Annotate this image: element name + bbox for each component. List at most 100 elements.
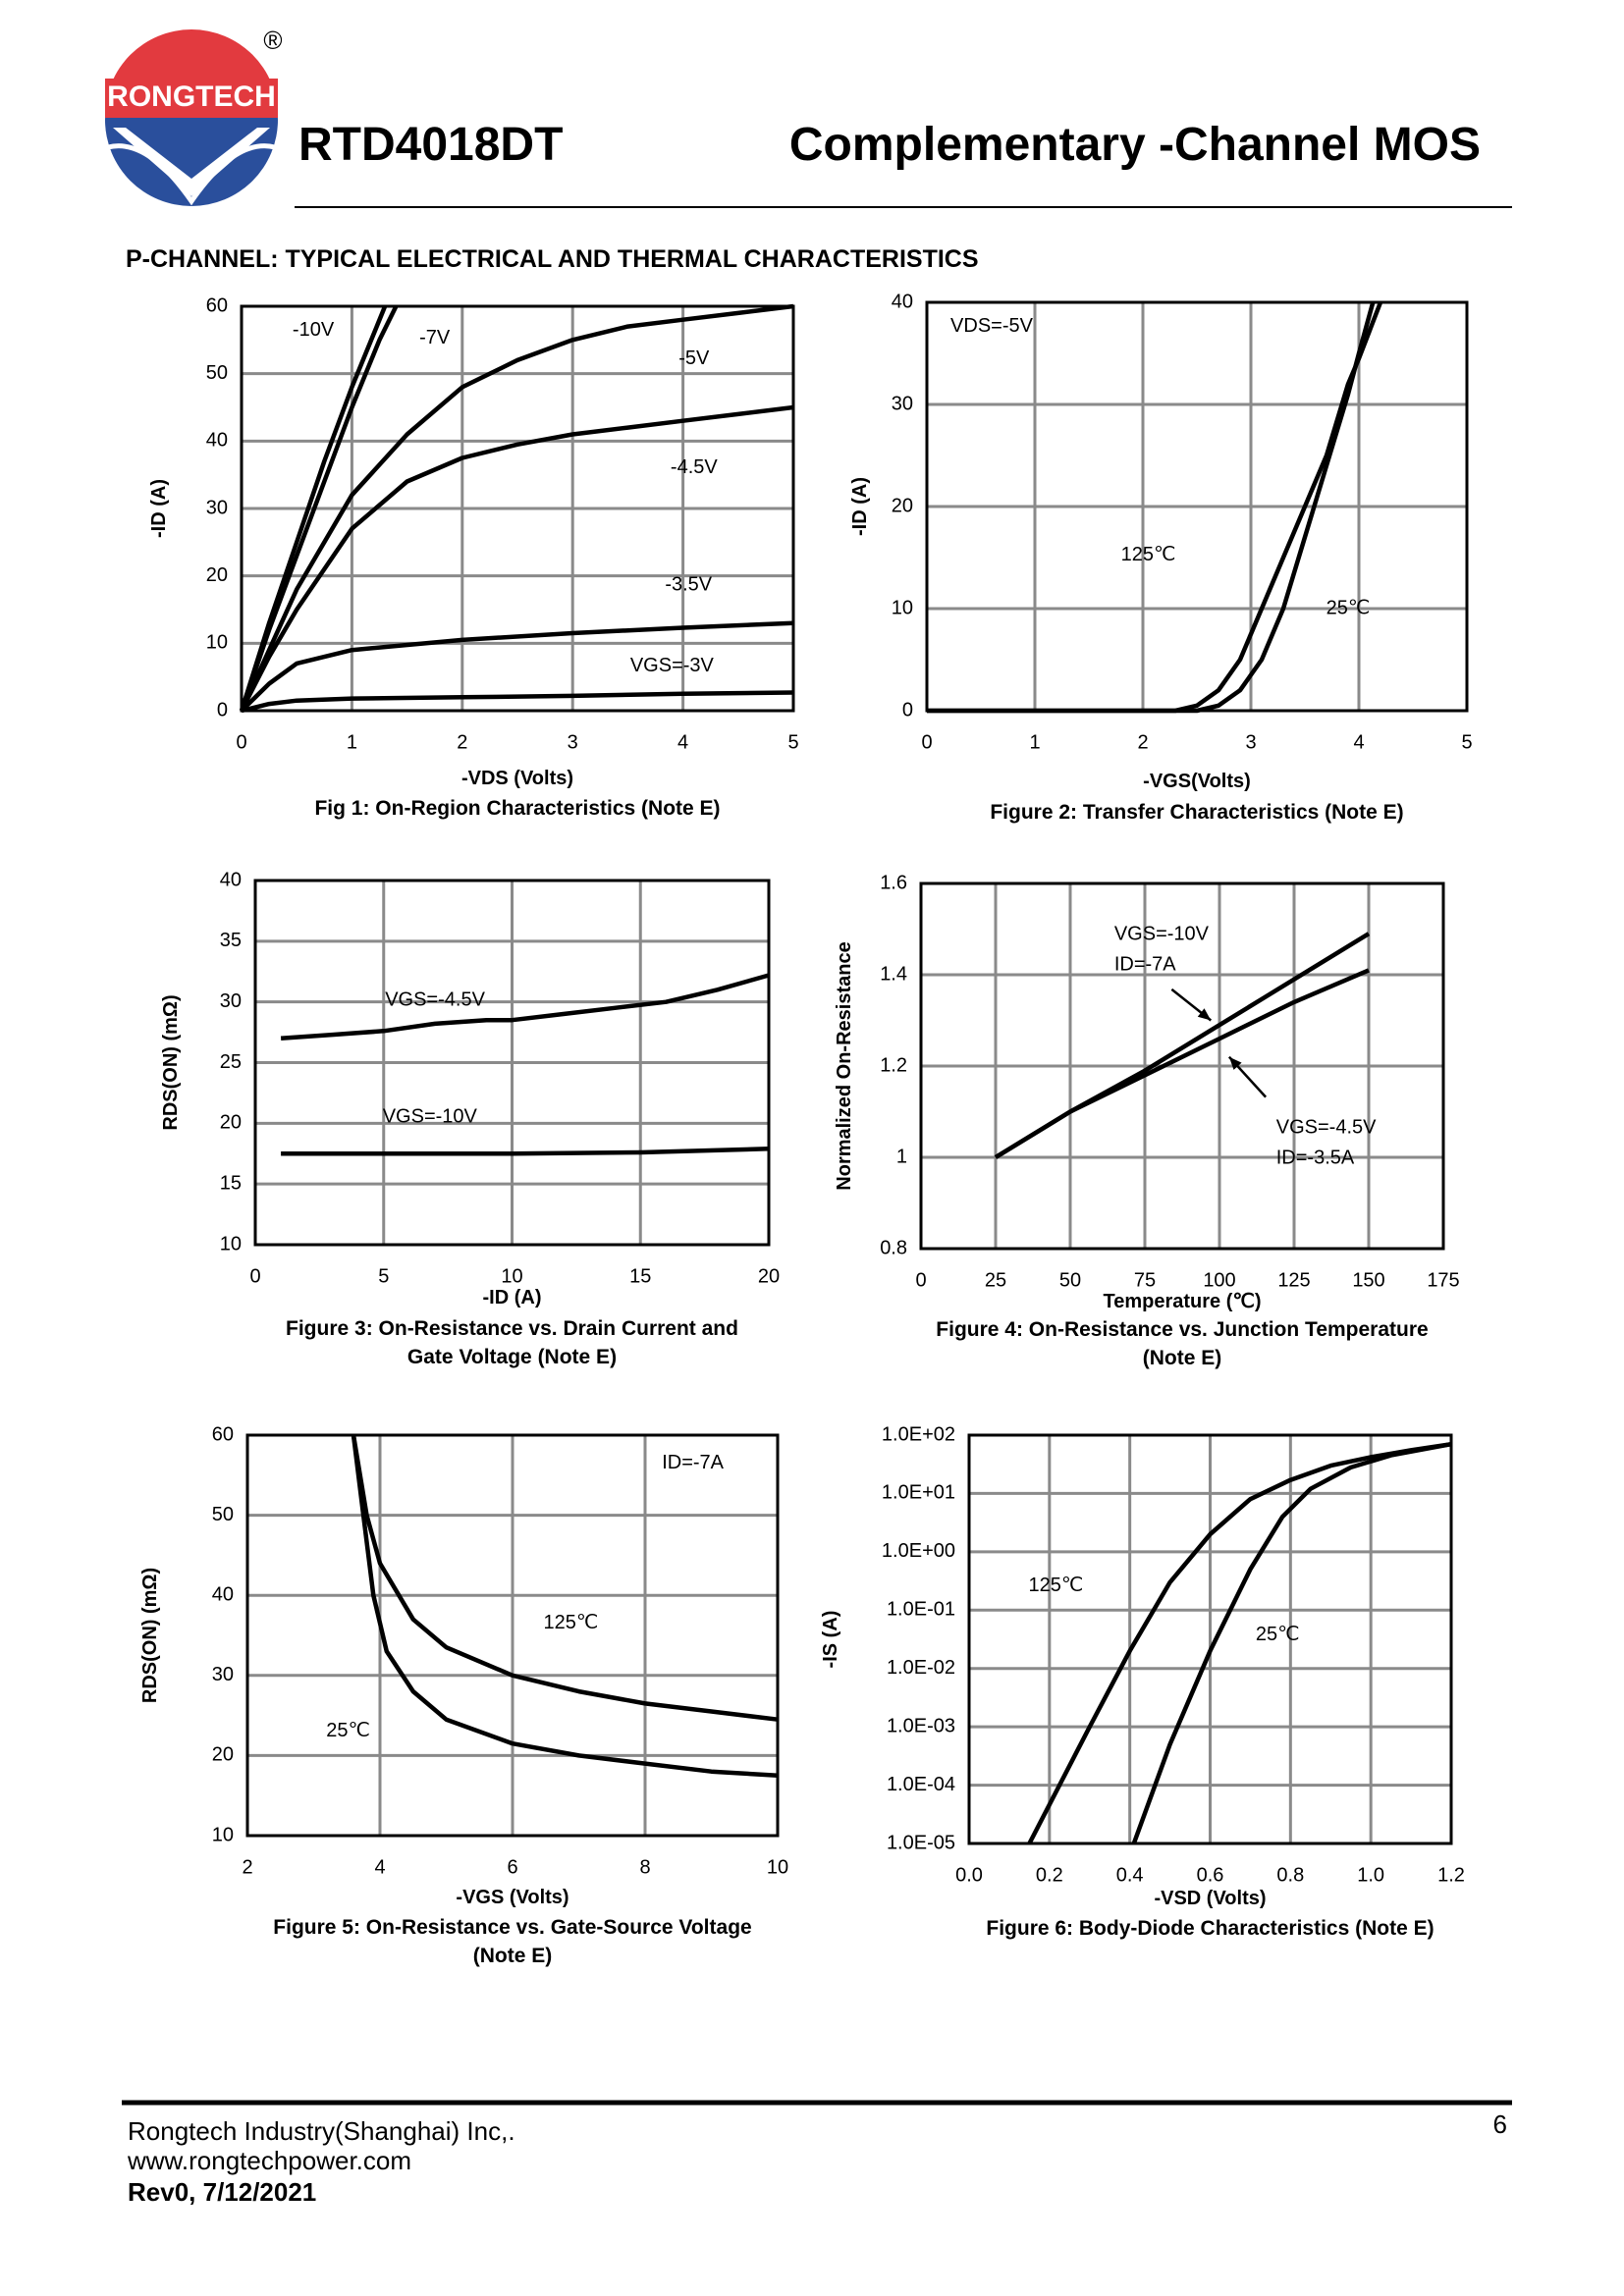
y-tick-label: 1.0E+01 [882,1482,955,1504]
x-tick-label: 0.2 [1036,1864,1063,1886]
y-axis-label: RDS(ON) (mΩ) [160,994,182,1130]
x-axis-label: -VDS (Volts) [461,768,573,789]
logo: RONGTECH ® [105,26,283,206]
x-tick-label: 4 [1353,731,1364,753]
x-tick-label: 2 [457,731,467,753]
x-tick-label: 5 [1461,731,1472,753]
x-tick-label: 0.4 [1116,1864,1144,1886]
arrow-head [1197,1008,1212,1021]
y-tick-label: 30 [892,393,913,414]
x-tick-label: 25 [985,1269,1006,1291]
curve [239,305,399,712]
y-tick-label: 1.0E-01 [887,1599,955,1621]
x-tick-label: 100 [1203,1269,1235,1291]
y-tick-label: 15 [220,1172,242,1194]
y-tick-label: 50 [212,1504,234,1525]
doc-title: Complementary -Channel MOS [789,119,1481,171]
curve [994,968,1370,1159]
curve [927,301,1376,714]
x-tick-label: 1.2 [1437,1864,1465,1886]
section-title: P-CHANNEL: TYPICAL ELECTRICAL AND THERMA… [126,245,979,273]
curve-label: 25℃ [326,1720,370,1741]
y-axis-label: Normalized On-Resistance [834,941,855,1190]
y-tick-label: 20 [212,1744,234,1766]
curve-label: VGS=-10V [383,1105,478,1127]
y-tick-label: 1.2 [880,1054,907,1076]
figure-caption: (Note E) [1143,1347,1222,1369]
y-tick-label: 25 [220,1051,242,1073]
y-tick-label: 1.0E+02 [882,1423,955,1445]
y-tick-label: 10 [220,1233,242,1255]
x-tick-label: 1 [347,731,357,753]
website: www.rongtechpower.com [127,2146,411,2175]
annotation: VDS=-5V [950,315,1034,337]
plot-frame [967,1433,1453,1845]
figure-caption: (Note E) [473,1945,553,1967]
x-tick-label: 150 [1352,1269,1384,1291]
y-tick-label: 0.8 [880,1237,907,1258]
y-tick-label: 40 [892,291,913,312]
curve-condition: ID=-7A [1114,953,1176,975]
curve-label: VGS=-10V [1114,923,1210,944]
curve-label: -3.5V [665,574,712,596]
y-tick-label: 50 [206,362,228,384]
y-tick-label: 35 [220,930,242,951]
curve [240,620,794,713]
curve-label: VGS=-4.5V [1276,1117,1377,1139]
y-tick-label: 1.0E-04 [887,1774,955,1795]
y-tick-label: 20 [892,495,913,516]
x-tick-label: 0.8 [1276,1864,1304,1886]
y-tick-label: 10 [212,1824,234,1845]
y-tick-label: 1.6 [880,872,907,893]
curve-label: 125℃ [543,1612,598,1633]
x-axis-label: -ID (A) [483,1287,542,1308]
curve-label: 125℃ [1028,1575,1083,1596]
curve-label: -5V [678,347,710,369]
part-number: RTD4018DT [298,119,563,171]
y-tick-label: 30 [212,1664,234,1685]
figure-caption: Figure 3: On-Resistance vs. Drain Curren… [286,1317,738,1340]
x-tick-label: 175 [1427,1269,1459,1291]
figure-caption: Figure 6: Body-Diode Characteristics (No… [986,1917,1434,1940]
curve [1027,1441,1452,1845]
y-tick-label: 20 [220,1112,242,1134]
x-tick-label: 2 [242,1856,252,1878]
curve-label: 25℃ [1326,597,1371,618]
y-tick-label: 1.0E-02 [887,1657,955,1679]
figure-caption: Figure 4: On-Resistance vs. Junction Tem… [936,1318,1428,1341]
x-tick-label: 0 [236,731,246,753]
curve-label: VGS=-3V [630,655,715,676]
x-tick-label: 125 [1277,1269,1310,1291]
logo-mark: ® [263,26,282,55]
y-tick-label: 1.0E+00 [882,1540,955,1562]
curve [239,303,794,712]
x-tick-label: 4 [677,731,688,753]
x-tick-label: 8 [639,1856,650,1878]
y-tick-label: 30 [220,990,242,1012]
y-tick-label: 40 [220,869,242,890]
y-tick-label: 30 [206,497,228,518]
x-tick-label: 75 [1134,1269,1156,1291]
plot-frame [253,879,771,1247]
y-tick-label: 10 [206,632,228,654]
x-tick-label: 20 [758,1265,780,1287]
company: Rongtech Industry(Shanghai) Inc,. [128,2116,515,2146]
y-axis-label: RDS(ON) (mΩ) [139,1568,161,1703]
x-tick-label: 0 [915,1269,926,1291]
curve [281,1147,770,1156]
x-axis-label: -VSD (Volts) [1154,1888,1266,1909]
y-tick-label: 0 [217,699,228,721]
revision: Rev0, 7/12/2021 [128,2177,316,2207]
x-axis-label: -VGS (Volts) [456,1887,568,1908]
curve-label: VGS=-4.5V [385,989,485,1011]
y-tick-label: 1.0E-05 [887,1832,955,1853]
x-axis-label: -VGS(Volts) [1143,771,1251,792]
curve-label: -10V [293,319,335,341]
x-tick-label: 10 [501,1265,522,1287]
y-tick-label: 20 [206,564,228,586]
x-tick-label: 3 [1245,731,1256,753]
y-tick-label: 0 [902,699,913,721]
plot-frame [245,1433,780,1838]
x-tick-label: 1.0 [1357,1864,1384,1886]
